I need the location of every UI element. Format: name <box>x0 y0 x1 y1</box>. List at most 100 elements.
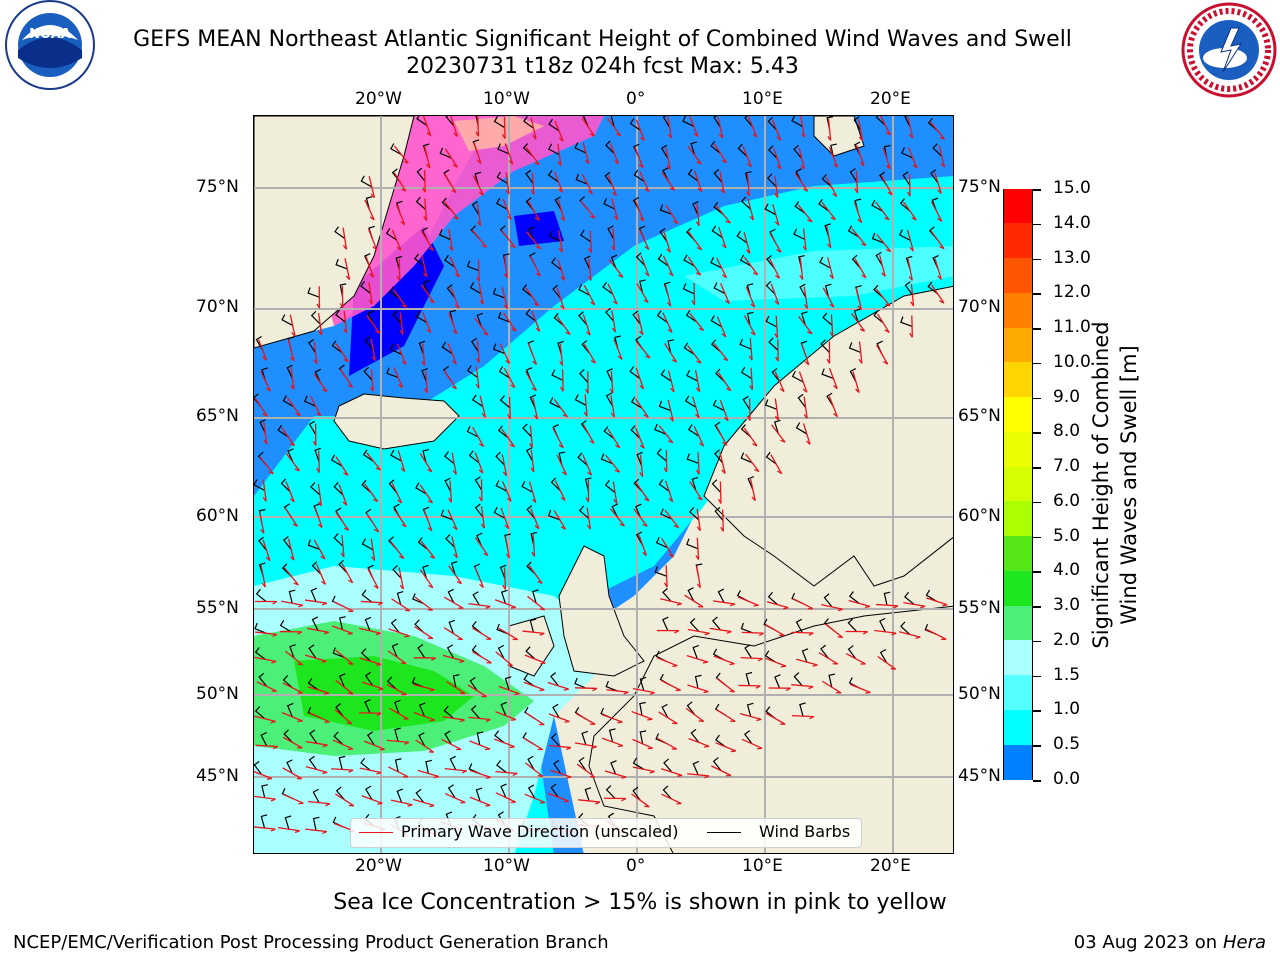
wind-barb <box>361 538 374 551</box>
wave-arrow <box>716 316 727 338</box>
wave-arrow <box>930 201 943 222</box>
wave-arrow <box>312 423 317 446</box>
wave-arrow <box>664 284 672 307</box>
wind-barb <box>605 140 615 155</box>
wind-barb <box>527 755 535 770</box>
wind-barb <box>388 479 398 494</box>
wave-arrow <box>522 630 545 636</box>
wave-arrow <box>766 601 789 610</box>
wind-barb <box>610 116 615 128</box>
wave-arrow <box>277 826 300 834</box>
wave-arrow <box>582 314 591 336</box>
wind-barb <box>416 116 428 126</box>
wind-barb <box>550 733 561 747</box>
wave-arrow <box>829 314 834 337</box>
wave-arrow <box>421 312 432 334</box>
wave-arrow <box>472 175 485 196</box>
wave-arrow <box>769 258 781 279</box>
wind-barb <box>604 480 616 494</box>
wind-barb <box>283 729 294 743</box>
lat-tick-right-55n: 55°N <box>958 598 1001 618</box>
wind-barb <box>662 616 669 631</box>
wind-barb <box>765 451 777 465</box>
wave-arrow <box>638 534 648 557</box>
wind-barb <box>747 475 754 491</box>
wind-barb <box>799 283 807 298</box>
wind-barb <box>710 256 722 269</box>
wind-barb <box>392 564 402 579</box>
wave-arrow <box>365 256 375 278</box>
wind-barb <box>389 286 401 300</box>
wave-arrow <box>507 396 511 420</box>
wind-barb <box>793 672 803 687</box>
wind-barb <box>692 201 699 216</box>
wave-arrow <box>687 628 710 636</box>
wind-barb <box>476 312 484 327</box>
wave-arrow <box>387 739 410 745</box>
wave-arrow <box>419 484 434 504</box>
wave-arrow <box>279 630 303 635</box>
wave-arrow <box>764 623 785 637</box>
wave-arrow <box>547 792 569 803</box>
wind-barb <box>687 424 700 437</box>
wave-arrow <box>282 767 303 780</box>
wind-barb <box>574 142 587 154</box>
colorbar-segment <box>1004 188 1032 224</box>
wave-arrow <box>340 535 345 558</box>
wind-barb <box>739 254 752 267</box>
wind-barb <box>710 140 721 154</box>
wind-barb <box>471 394 484 407</box>
wind-barb <box>529 394 537 409</box>
wave-arrow <box>687 684 709 694</box>
wind-barb <box>523 116 534 129</box>
wind-barb <box>475 787 483 802</box>
wave-arrow <box>635 398 649 418</box>
wave-arrow <box>828 367 838 390</box>
wave-arrow <box>553 510 567 530</box>
wave-arrow <box>493 738 515 749</box>
wave-arrow <box>449 256 460 278</box>
wind-barb <box>690 141 697 156</box>
wind-barb <box>386 367 399 379</box>
wave-arrow <box>363 740 385 751</box>
wind-barb <box>683 254 695 267</box>
wave-arrow <box>822 287 835 308</box>
wave-arrow <box>588 230 592 254</box>
wave-arrow <box>317 313 323 336</box>
wind-barb <box>528 226 535 241</box>
colorbar-segment <box>1004 744 1032 780</box>
wave-arrow <box>774 175 779 198</box>
colorbar-tick <box>1033 432 1041 434</box>
wave-arrow <box>501 428 516 448</box>
colorbar-tick <box>1033 606 1041 608</box>
wave-arrow <box>604 770 627 779</box>
wave-arrow <box>475 340 480 363</box>
wave-arrow <box>720 509 724 532</box>
wind-barb <box>362 449 375 462</box>
wind-barb <box>879 648 888 664</box>
wave-arrow <box>284 507 298 527</box>
wave-arrow <box>875 288 891 307</box>
wave-arrow <box>412 683 435 692</box>
colorbar-tick <box>1033 223 1041 226</box>
wind-barb <box>391 643 399 658</box>
wind-barb <box>415 788 425 803</box>
wave-arrow <box>448 228 454 251</box>
wave-arrow <box>695 537 700 561</box>
wind-barb <box>632 786 641 801</box>
wind-barb <box>335 258 348 270</box>
wind-barb <box>307 539 320 550</box>
wave-arrow <box>662 312 673 333</box>
wind-barb <box>607 225 615 240</box>
wind-barb <box>310 482 321 496</box>
wind-barb <box>584 477 592 492</box>
wind-barb <box>630 396 643 409</box>
wave-arrow <box>289 314 296 337</box>
producer-credit: NCEP/EMC/Verification Post Processing Pr… <box>13 932 609 953</box>
wind-barb <box>711 616 721 631</box>
wind-barb <box>280 478 291 493</box>
wave-arrow <box>391 598 411 612</box>
wave-arrow <box>667 399 674 422</box>
wave-arrow <box>444 792 466 804</box>
wind-barb <box>743 730 753 745</box>
